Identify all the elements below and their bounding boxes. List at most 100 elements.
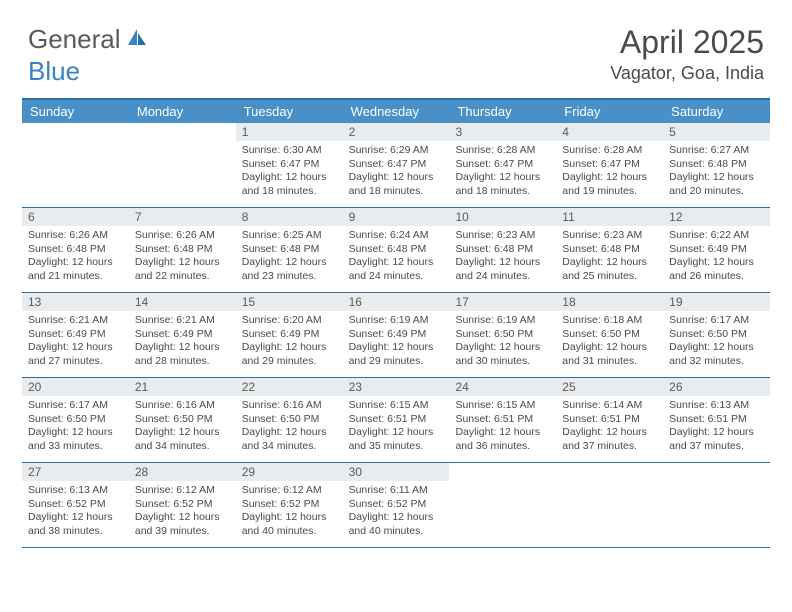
daylight-text-2: and 22 minutes. xyxy=(135,270,230,284)
day-body: Sunrise: 6:28 AMSunset: 6:47 PMDaylight:… xyxy=(449,141,556,203)
day-body: Sunrise: 6:11 AMSunset: 6:52 PMDaylight:… xyxy=(343,481,450,543)
day-number: 30 xyxy=(343,463,450,481)
daylight-text-1: Daylight: 12 hours xyxy=(455,426,550,440)
day-body: Sunrise: 6:12 AMSunset: 6:52 PMDaylight:… xyxy=(129,481,236,543)
week-row: 1Sunrise: 6:30 AMSunset: 6:47 PMDaylight… xyxy=(22,123,770,208)
daylight-text-1: Daylight: 12 hours xyxy=(28,426,123,440)
day-header: Monday xyxy=(129,100,236,123)
day-body: Sunrise: 6:21 AMSunset: 6:49 PMDaylight:… xyxy=(22,311,129,373)
daylight-text-2: and 24 minutes. xyxy=(455,270,550,284)
sunset-text: Sunset: 6:48 PM xyxy=(669,158,764,172)
sunset-text: Sunset: 6:50 PM xyxy=(562,328,657,342)
day-cell: 10Sunrise: 6:23 AMSunset: 6:48 PMDayligh… xyxy=(449,208,556,292)
daylight-text-1: Daylight: 12 hours xyxy=(135,256,230,270)
day-body: Sunrise: 6:16 AMSunset: 6:50 PMDaylight:… xyxy=(129,396,236,458)
day-cell: 4Sunrise: 6:28 AMSunset: 6:47 PMDaylight… xyxy=(556,123,663,207)
day-number: 7 xyxy=(129,208,236,226)
sunrise-text: Sunrise: 6:18 AM xyxy=(562,314,657,328)
day-header-row: SundayMondayTuesdayWednesdayThursdayFrid… xyxy=(22,100,770,123)
day-body: Sunrise: 6:26 AMSunset: 6:48 PMDaylight:… xyxy=(129,226,236,288)
day-number: 22 xyxy=(236,378,343,396)
day-number: 20 xyxy=(22,378,129,396)
day-cell: 27Sunrise: 6:13 AMSunset: 6:52 PMDayligh… xyxy=(22,463,129,547)
day-cell: 30Sunrise: 6:11 AMSunset: 6:52 PMDayligh… xyxy=(343,463,450,547)
day-body: Sunrise: 6:23 AMSunset: 6:48 PMDaylight:… xyxy=(556,226,663,288)
daylight-text-1: Daylight: 12 hours xyxy=(455,171,550,185)
sunrise-text: Sunrise: 6:13 AM xyxy=(28,484,123,498)
sunset-text: Sunset: 6:48 PM xyxy=(28,243,123,257)
daylight-text-2: and 18 minutes. xyxy=(242,185,337,199)
day-number: 25 xyxy=(556,378,663,396)
daylight-text-2: and 40 minutes. xyxy=(242,525,337,539)
day-number: 26 xyxy=(663,378,770,396)
day-header: Saturday xyxy=(663,100,770,123)
day-body: Sunrise: 6:23 AMSunset: 6:48 PMDaylight:… xyxy=(449,226,556,288)
week-row: 20Sunrise: 6:17 AMSunset: 6:50 PMDayligh… xyxy=(22,378,770,463)
day-cell: 12Sunrise: 6:22 AMSunset: 6:49 PMDayligh… xyxy=(663,208,770,292)
title-block: April 2025 Vagator, Goa, India xyxy=(610,24,764,84)
daylight-text-1: Daylight: 12 hours xyxy=(28,341,123,355)
day-body: Sunrise: 6:29 AMSunset: 6:47 PMDaylight:… xyxy=(343,141,450,203)
day-cell: 11Sunrise: 6:23 AMSunset: 6:48 PMDayligh… xyxy=(556,208,663,292)
sunset-text: Sunset: 6:49 PM xyxy=(669,243,764,257)
daylight-text-1: Daylight: 12 hours xyxy=(28,511,123,525)
sunset-text: Sunset: 6:49 PM xyxy=(242,328,337,342)
day-cell: 1Sunrise: 6:30 AMSunset: 6:47 PMDaylight… xyxy=(236,123,343,207)
daylight-text-1: Daylight: 12 hours xyxy=(349,171,444,185)
day-body: Sunrise: 6:15 AMSunset: 6:51 PMDaylight:… xyxy=(449,396,556,458)
logo-text-blue: Blue xyxy=(28,56,80,86)
sunrise-text: Sunrise: 6:25 AM xyxy=(242,229,337,243)
sunrise-text: Sunrise: 6:29 AM xyxy=(349,144,444,158)
daylight-text-1: Daylight: 12 hours xyxy=(135,341,230,355)
daylight-text-2: and 34 minutes. xyxy=(242,440,337,454)
day-cell: 19Sunrise: 6:17 AMSunset: 6:50 PMDayligh… xyxy=(663,293,770,377)
day-number: 14 xyxy=(129,293,236,311)
sunset-text: Sunset: 6:50 PM xyxy=(28,413,123,427)
sunrise-text: Sunrise: 6:21 AM xyxy=(135,314,230,328)
day-number: 27 xyxy=(22,463,129,481)
day-cell: 17Sunrise: 6:19 AMSunset: 6:50 PMDayligh… xyxy=(449,293,556,377)
sunrise-text: Sunrise: 6:24 AM xyxy=(349,229,444,243)
day-cell-empty xyxy=(129,123,236,207)
daylight-text-1: Daylight: 12 hours xyxy=(349,426,444,440)
daylight-text-2: and 38 minutes. xyxy=(28,525,123,539)
day-body: Sunrise: 6:17 AMSunset: 6:50 PMDaylight:… xyxy=(663,311,770,373)
sunset-text: Sunset: 6:51 PM xyxy=(455,413,550,427)
sunrise-text: Sunrise: 6:28 AM xyxy=(455,144,550,158)
day-body: Sunrise: 6:26 AMSunset: 6:48 PMDaylight:… xyxy=(22,226,129,288)
sunrise-text: Sunrise: 6:15 AM xyxy=(455,399,550,413)
day-number: 21 xyxy=(129,378,236,396)
sunrise-text: Sunrise: 6:11 AM xyxy=(349,484,444,498)
day-cell-empty xyxy=(449,463,556,547)
day-body: Sunrise: 6:13 AMSunset: 6:51 PMDaylight:… xyxy=(663,396,770,458)
sunrise-text: Sunrise: 6:19 AM xyxy=(455,314,550,328)
daylight-text-1: Daylight: 12 hours xyxy=(349,511,444,525)
sunrise-text: Sunrise: 6:16 AM xyxy=(135,399,230,413)
sunset-text: Sunset: 6:50 PM xyxy=(135,413,230,427)
day-cell: 13Sunrise: 6:21 AMSunset: 6:49 PMDayligh… xyxy=(22,293,129,377)
sunrise-text: Sunrise: 6:20 AM xyxy=(242,314,337,328)
week-row: 6Sunrise: 6:26 AMSunset: 6:48 PMDaylight… xyxy=(22,208,770,293)
day-cell: 24Sunrise: 6:15 AMSunset: 6:51 PMDayligh… xyxy=(449,378,556,462)
daylight-text-1: Daylight: 12 hours xyxy=(242,256,337,270)
sunrise-text: Sunrise: 6:27 AM xyxy=(669,144,764,158)
day-body: Sunrise: 6:12 AMSunset: 6:52 PMDaylight:… xyxy=(236,481,343,543)
daylight-text-1: Daylight: 12 hours xyxy=(669,341,764,355)
calendar: SundayMondayTuesdayWednesdayThursdayFrid… xyxy=(22,98,770,548)
day-header: Friday xyxy=(556,100,663,123)
daylight-text-1: Daylight: 12 hours xyxy=(135,426,230,440)
day-number: 10 xyxy=(449,208,556,226)
daylight-text-1: Daylight: 12 hours xyxy=(562,341,657,355)
day-body: Sunrise: 6:13 AMSunset: 6:52 PMDaylight:… xyxy=(22,481,129,543)
daylight-text-2: and 30 minutes. xyxy=(455,355,550,369)
sunrise-text: Sunrise: 6:23 AM xyxy=(455,229,550,243)
sunrise-text: Sunrise: 6:28 AM xyxy=(562,144,657,158)
daylight-text-1: Daylight: 12 hours xyxy=(135,511,230,525)
daylight-text-1: Daylight: 12 hours xyxy=(242,341,337,355)
day-cell: 15Sunrise: 6:20 AMSunset: 6:49 PMDayligh… xyxy=(236,293,343,377)
sunrise-text: Sunrise: 6:23 AM xyxy=(562,229,657,243)
sunrise-text: Sunrise: 6:21 AM xyxy=(28,314,123,328)
sunset-text: Sunset: 6:52 PM xyxy=(28,498,123,512)
daylight-text-2: and 32 minutes. xyxy=(669,355,764,369)
day-number: 4 xyxy=(556,123,663,141)
